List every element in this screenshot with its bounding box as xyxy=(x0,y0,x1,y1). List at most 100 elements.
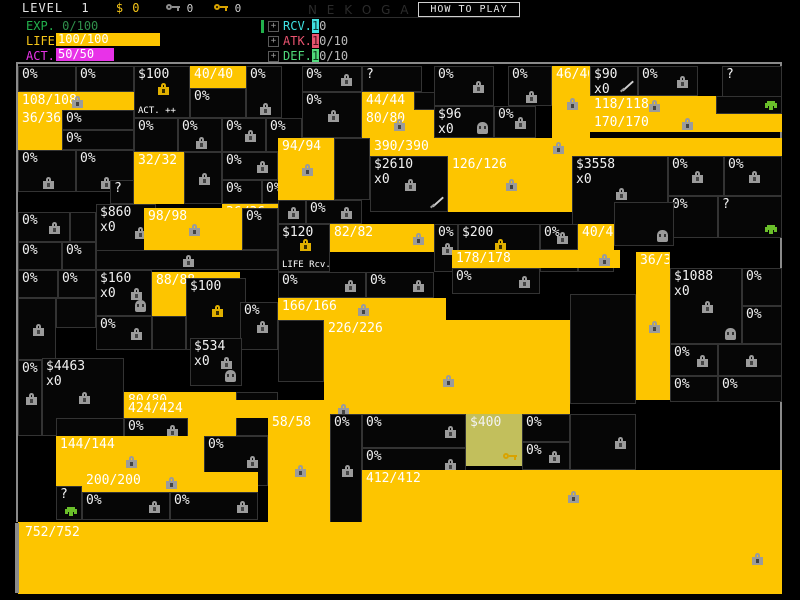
grid-cell[interactable]: ? xyxy=(362,66,422,92)
grid-cell[interactable]: 0% xyxy=(670,344,718,376)
upgrade-grid[interactable]: 0% 0% 108/108 36/36 0% 0% 0% 0% $100 ACT. ++ 40/40… xyxy=(0,62,800,582)
grid-cell[interactable] xyxy=(152,316,186,350)
grid-cell[interactable]: 0% xyxy=(522,414,570,442)
grid-cell[interactable]: 0% xyxy=(668,196,718,238)
grid-cell[interactable]: 0% xyxy=(246,66,282,118)
grid-cell[interactable]: $90 x0 xyxy=(590,66,638,96)
atk-plus-button[interactable] xyxy=(268,36,279,47)
grid-cell[interactable]: 40/40 xyxy=(578,224,614,250)
grid-cell[interactable]: 0% xyxy=(638,66,698,96)
grid-cell[interactable]: 58/58 xyxy=(268,414,330,526)
grid-cell[interactable]: 0% xyxy=(18,66,76,92)
grid-cell[interactable]: 170/170 xyxy=(590,114,782,132)
rcv-plus-button[interactable] xyxy=(268,21,279,32)
grid-cell[interactable]: 0% xyxy=(170,492,258,520)
grid-cell[interactable]: 0% xyxy=(18,150,76,192)
grid-cell[interactable]: 0% xyxy=(540,224,578,250)
grid-cell[interactable] xyxy=(716,96,782,114)
grid-cell[interactable]: 178/178 xyxy=(452,250,620,268)
grid-cell[interactable]: 0% xyxy=(58,270,96,298)
grid-cell[interactable]: 94/94 xyxy=(278,138,334,200)
grid-cell[interactable]: 32/32 xyxy=(134,152,184,204)
grid-cell[interactable]: 0% xyxy=(222,180,262,204)
grid-cell[interactable]: 126/126 xyxy=(448,156,572,212)
grid-cell[interactable]: 44/44 xyxy=(362,92,414,110)
grid-cell[interactable] xyxy=(570,414,636,470)
grid-cell[interactable]: 200/200 xyxy=(82,472,258,492)
grid-cell[interactable]: 0% xyxy=(18,212,70,242)
grid-cell[interactable]: 0% xyxy=(452,268,540,294)
grid-cell[interactable] xyxy=(184,152,222,204)
how-to-play-button[interactable]: HOW TO PLAY xyxy=(418,2,520,17)
grid-cell[interactable]: 0% xyxy=(742,306,782,344)
grid-cell[interactable]: 0% xyxy=(18,242,62,270)
grid-cell[interactable]: 0% xyxy=(18,270,58,298)
grid-cell[interactable]: 98/98 xyxy=(144,208,242,250)
grid-cell[interactable] xyxy=(70,212,96,242)
grid-cell[interactable]: 0% xyxy=(222,152,278,180)
grid-cell[interactable] xyxy=(494,138,782,156)
grid-cell[interactable]: 0% xyxy=(508,66,552,106)
grid-cell[interactable]: 0% xyxy=(724,156,782,196)
grid-cell[interactable]: 0% xyxy=(96,316,152,350)
grid-cell[interactable]: 0% xyxy=(362,414,466,448)
grid-cell[interactable]: 46/46 xyxy=(552,66,590,140)
grid-cell[interactable]: 0% xyxy=(434,66,494,106)
grid-cell[interactable]: $400 xyxy=(466,414,522,466)
grid-cell[interactable]: 108/108 xyxy=(18,92,134,110)
grid-cell[interactable]: 166/166 xyxy=(278,298,446,320)
grid-cell[interactable]: $1088 x0 xyxy=(670,268,742,344)
grid-cell[interactable]: $160 x0 xyxy=(96,270,152,316)
grid-cell[interactable]: $120 LIFE Rcv. xyxy=(278,224,330,272)
grid-cell[interactable]: 0% xyxy=(302,92,362,138)
grid-cell[interactable] xyxy=(718,344,782,376)
grid-cell[interactable]: $2610 x0 xyxy=(370,156,448,212)
grid-cell[interactable]: 82/82 xyxy=(330,224,434,252)
grid-cell[interactable]: 0% xyxy=(62,130,134,150)
grid-cell[interactable]: 0% xyxy=(306,200,362,224)
grid-cell[interactable] xyxy=(334,138,370,200)
grid-cell[interactable]: $534 x0 xyxy=(190,338,242,386)
grid-cell[interactable]: $96 x0 xyxy=(434,106,494,138)
grid-cell[interactable] xyxy=(278,200,306,224)
grid-cell[interactable]: 80/80 xyxy=(362,110,434,138)
grid-cell[interactable]: 412/412 xyxy=(362,470,782,522)
grid-cell[interactable]: 0% xyxy=(330,414,362,526)
grid-cell[interactable]: 40/40 xyxy=(190,66,246,88)
grid-cell[interactable]: 0% xyxy=(82,492,170,520)
grid-cell[interactable] xyxy=(18,298,56,360)
grid-cell[interactable]: 118/118 xyxy=(590,96,716,114)
def-plus-button[interactable] xyxy=(268,51,279,62)
grid-cell[interactable]: ? xyxy=(56,486,82,520)
grid-cell[interactable]: 0% xyxy=(668,156,724,196)
grid-cell[interactable]: 0% xyxy=(62,242,96,270)
grid-cell[interactable]: 0% xyxy=(494,106,536,138)
grid-cell[interactable]: 0% xyxy=(18,360,42,436)
grid-cell[interactable]: ? xyxy=(718,196,782,238)
grid-cell[interactable]: 0% xyxy=(718,376,782,402)
grid-cell[interactable]: 0% xyxy=(178,118,222,152)
grid-cell[interactable]: 0% xyxy=(302,66,362,92)
grid-cell[interactable]: 0% xyxy=(190,88,246,118)
grid-cell[interactable] xyxy=(278,320,324,382)
grid-cell[interactable]: 0% xyxy=(62,110,134,130)
grid-cell[interactable]: 0% xyxy=(742,268,782,306)
grid-cell[interactable] xyxy=(570,294,636,404)
grid-cell[interactable]: 0% xyxy=(670,376,718,402)
grid-cell[interactable]: 0% xyxy=(522,442,570,470)
grid-cell[interactable] xyxy=(614,202,674,246)
grid-cell[interactable]: 36/36 xyxy=(18,110,62,150)
grid-cell[interactable] xyxy=(56,298,96,328)
grid-cell[interactable]: 36/36 xyxy=(636,252,670,400)
grid-cell[interactable]: 0% xyxy=(242,208,278,250)
grid-cell[interactable]: $100 ACT. ++ xyxy=(134,66,190,118)
grid-cell[interactable]: 0% xyxy=(134,118,178,152)
grid-cell[interactable]: ? xyxy=(110,180,134,204)
grid-cell[interactable]: 0% xyxy=(222,118,266,152)
grid-cell[interactable] xyxy=(96,250,278,270)
grid-cell[interactable]: 0% xyxy=(366,272,434,298)
grid-cell[interactable]: 0% xyxy=(240,302,278,350)
grid-cell[interactable]: 0% xyxy=(76,66,134,92)
grid-cell[interactable]: 0% xyxy=(278,272,366,298)
grid-cell[interactable]: 390/390 xyxy=(370,138,530,156)
